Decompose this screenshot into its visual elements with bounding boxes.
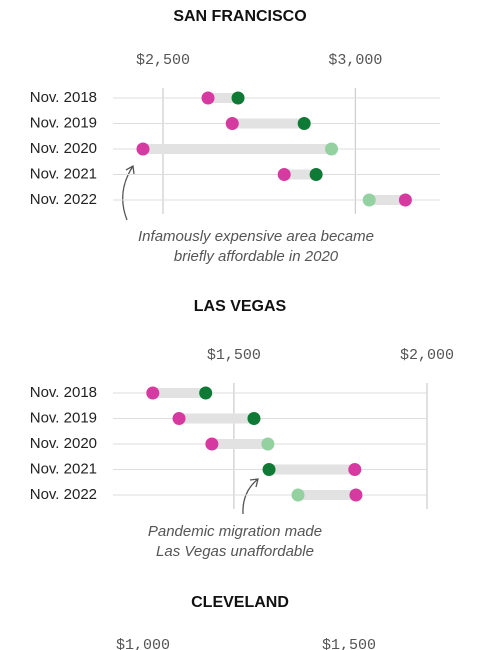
range-bar bbox=[208, 93, 239, 103]
dot bbox=[231, 91, 245, 105]
dot bbox=[205, 437, 219, 451]
annotation: Las Vegas unaffordable bbox=[156, 543, 314, 560]
x-tick-label: $2,000 bbox=[400, 347, 454, 364]
category-label: Nov. 2021 bbox=[30, 165, 97, 182]
dot bbox=[398, 193, 412, 207]
dot bbox=[201, 91, 215, 105]
range-bar bbox=[284, 169, 317, 180]
dot bbox=[348, 463, 362, 476]
dot bbox=[325, 142, 339, 156]
chart-title: SAN FRANCISCO bbox=[173, 8, 306, 25]
category-label: Nov. 2022 bbox=[30, 191, 97, 208]
dot bbox=[277, 168, 291, 181]
dot bbox=[349, 488, 363, 502]
dot bbox=[146, 386, 160, 400]
category-label: Nov. 2018 bbox=[30, 384, 97, 401]
annotation: briefly affordable in 2020 bbox=[174, 248, 339, 265]
category-label: Nov. 2018 bbox=[30, 89, 97, 106]
x-tick-label: $3,000 bbox=[328, 52, 382, 69]
range-bar bbox=[232, 118, 305, 129]
range-bar bbox=[152, 388, 206, 398]
dot bbox=[309, 168, 323, 181]
category-label: Nov. 2022 bbox=[30, 486, 97, 503]
x-tick-label: $2,500 bbox=[136, 52, 190, 69]
category-label: Nov. 2019 bbox=[30, 114, 97, 131]
chart-title: LAS VEGAS bbox=[194, 298, 287, 315]
range-bar bbox=[369, 195, 406, 205]
range-bar bbox=[143, 144, 332, 154]
category-label: Nov. 2020 bbox=[30, 140, 97, 157]
x-tick-label: $1,500 bbox=[207, 347, 261, 364]
chart-title: CLEVELAND bbox=[191, 594, 289, 611]
dot bbox=[199, 386, 213, 400]
category-label: Nov. 2020 bbox=[30, 435, 97, 452]
dot bbox=[262, 463, 276, 476]
range-bar bbox=[269, 464, 355, 475]
annotation: Infamously expensive area became bbox=[138, 228, 374, 245]
annotation-arrow bbox=[242, 478, 259, 515]
range-bar bbox=[179, 413, 254, 424]
dot bbox=[291, 488, 305, 502]
dot bbox=[225, 117, 239, 130]
annotation-arrow bbox=[122, 164, 135, 221]
dot bbox=[172, 412, 186, 425]
x-tick-label: $1,000 bbox=[116, 637, 170, 650]
annotation: Pandemic migration made bbox=[148, 523, 322, 540]
dot bbox=[136, 142, 150, 156]
dot bbox=[261, 437, 275, 451]
range-bar bbox=[298, 490, 356, 500]
category-label: Nov. 2021 bbox=[30, 460, 97, 477]
dot bbox=[362, 193, 376, 207]
x-tick-label: $1,500 bbox=[322, 637, 376, 650]
category-label: Nov. 2019 bbox=[30, 409, 97, 426]
dot bbox=[297, 117, 311, 130]
range-bar bbox=[211, 439, 268, 449]
dot bbox=[247, 412, 261, 425]
